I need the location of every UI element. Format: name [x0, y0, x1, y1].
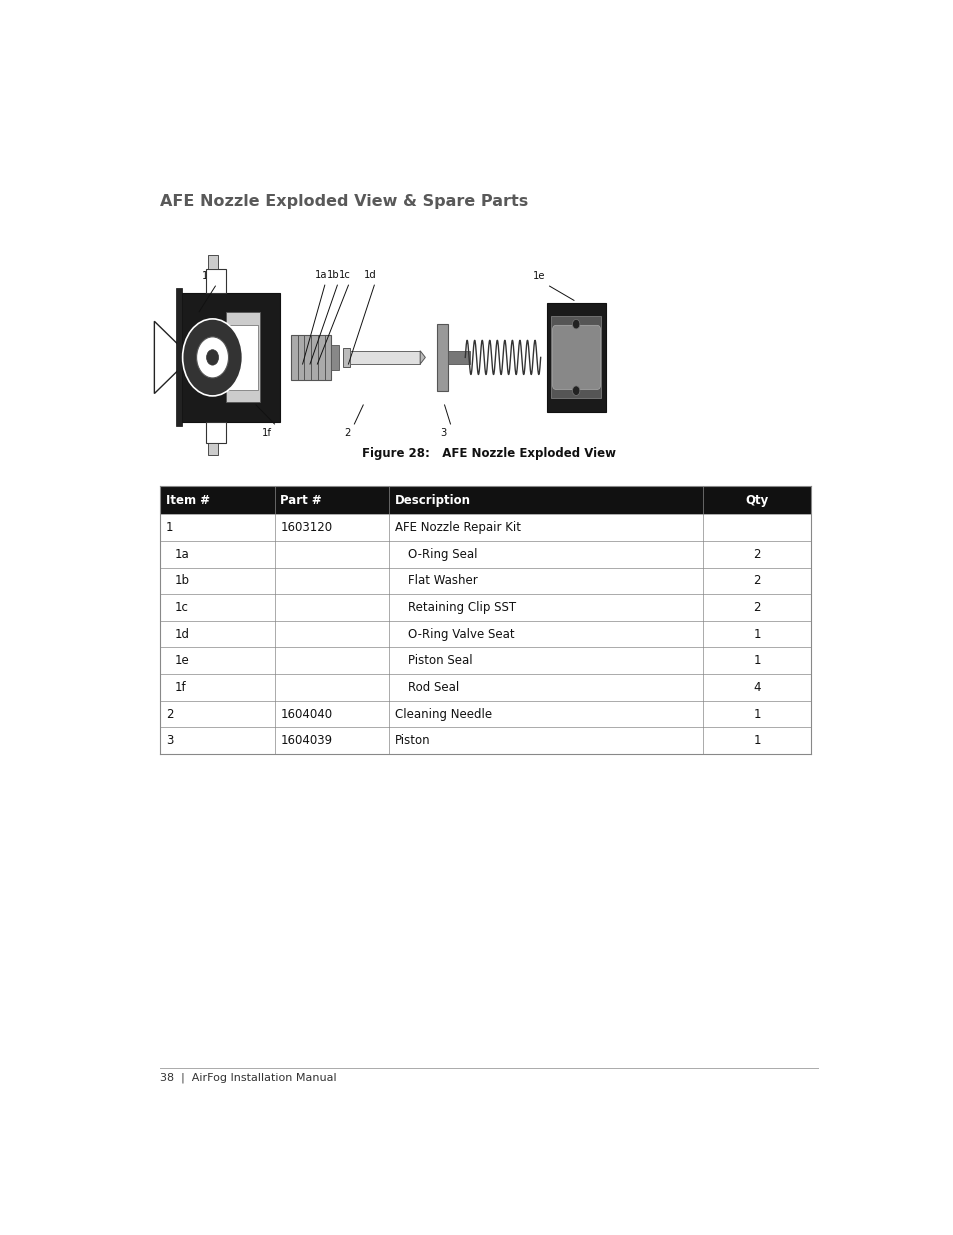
- Text: Item #: Item #: [166, 494, 210, 506]
- Circle shape: [207, 350, 218, 366]
- Text: 1f: 1f: [174, 680, 186, 694]
- FancyBboxPatch shape: [546, 303, 605, 412]
- FancyBboxPatch shape: [160, 485, 810, 514]
- Text: Piston: Piston: [395, 734, 430, 747]
- FancyBboxPatch shape: [342, 348, 350, 367]
- Text: Figure 28:   AFE Nozzle Exploded View: Figure 28: AFE Nozzle Exploded View: [361, 447, 616, 459]
- Text: Part #: Part #: [280, 494, 322, 506]
- FancyBboxPatch shape: [208, 256, 217, 269]
- Text: 2: 2: [343, 427, 350, 437]
- Text: 1: 1: [753, 734, 760, 747]
- Text: Description: Description: [395, 494, 471, 506]
- Text: 3: 3: [440, 427, 447, 437]
- Text: 1a: 1a: [174, 548, 190, 561]
- FancyBboxPatch shape: [205, 421, 225, 442]
- Text: 3: 3: [166, 734, 173, 747]
- Text: 1c: 1c: [174, 601, 189, 614]
- Text: 1604040: 1604040: [280, 708, 333, 720]
- FancyBboxPatch shape: [180, 293, 280, 421]
- FancyBboxPatch shape: [552, 325, 600, 389]
- Text: 2: 2: [166, 708, 173, 720]
- FancyBboxPatch shape: [228, 325, 258, 389]
- Polygon shape: [154, 321, 180, 394]
- Text: AFE Nozzle Repair Kit: AFE Nozzle Repair Kit: [395, 521, 520, 534]
- Circle shape: [182, 319, 242, 396]
- Text: 1e: 1e: [533, 272, 545, 282]
- FancyBboxPatch shape: [551, 316, 600, 399]
- FancyBboxPatch shape: [436, 324, 447, 390]
- Text: 2: 2: [753, 548, 760, 561]
- Text: O-Ring Seal: O-Ring Seal: [407, 548, 476, 561]
- Text: 2: 2: [753, 574, 760, 588]
- Text: 1a: 1a: [314, 270, 327, 280]
- Text: 1a: 1a: [201, 272, 214, 282]
- FancyBboxPatch shape: [447, 351, 469, 364]
- Text: 1604039: 1604039: [280, 734, 333, 747]
- Text: O-Ring Valve Seat: O-Ring Valve Seat: [407, 627, 514, 641]
- FancyBboxPatch shape: [225, 312, 260, 403]
- Text: AFE Nozzle Exploded View & Spare Parts: AFE Nozzle Exploded View & Spare Parts: [160, 194, 528, 209]
- Text: 38  |  AirFog Installation Manual: 38 | AirFog Installation Manual: [160, 1072, 336, 1083]
- Text: 1: 1: [753, 655, 760, 667]
- Text: 1b: 1b: [174, 574, 190, 588]
- Text: 4: 4: [753, 680, 760, 694]
- Circle shape: [196, 337, 229, 378]
- Text: 1: 1: [753, 627, 760, 641]
- Text: Flat Washer: Flat Washer: [407, 574, 476, 588]
- Text: Cleaning Needle: Cleaning Needle: [395, 708, 492, 720]
- Text: 1603120: 1603120: [280, 521, 333, 534]
- Polygon shape: [419, 351, 425, 364]
- Text: 1c: 1c: [338, 270, 351, 280]
- FancyBboxPatch shape: [331, 345, 338, 370]
- Text: 1: 1: [166, 521, 173, 534]
- Text: 1b: 1b: [327, 270, 339, 280]
- Text: Retaining Clip SST: Retaining Clip SST: [407, 601, 516, 614]
- FancyBboxPatch shape: [208, 442, 217, 454]
- Text: Qty: Qty: [744, 494, 768, 506]
- Text: Piston Seal: Piston Seal: [407, 655, 472, 667]
- Text: 1: 1: [753, 708, 760, 720]
- Text: 2: 2: [753, 601, 760, 614]
- FancyBboxPatch shape: [176, 289, 182, 426]
- Text: Rod Seal: Rod Seal: [407, 680, 458, 694]
- Text: 1f: 1f: [262, 427, 272, 437]
- Text: 1e: 1e: [174, 655, 190, 667]
- Text: 1d: 1d: [364, 270, 376, 280]
- FancyBboxPatch shape: [291, 335, 331, 380]
- FancyBboxPatch shape: [350, 351, 419, 364]
- Circle shape: [572, 387, 579, 395]
- Circle shape: [572, 320, 579, 329]
- Text: 1d: 1d: [174, 627, 190, 641]
- FancyBboxPatch shape: [205, 269, 225, 293]
